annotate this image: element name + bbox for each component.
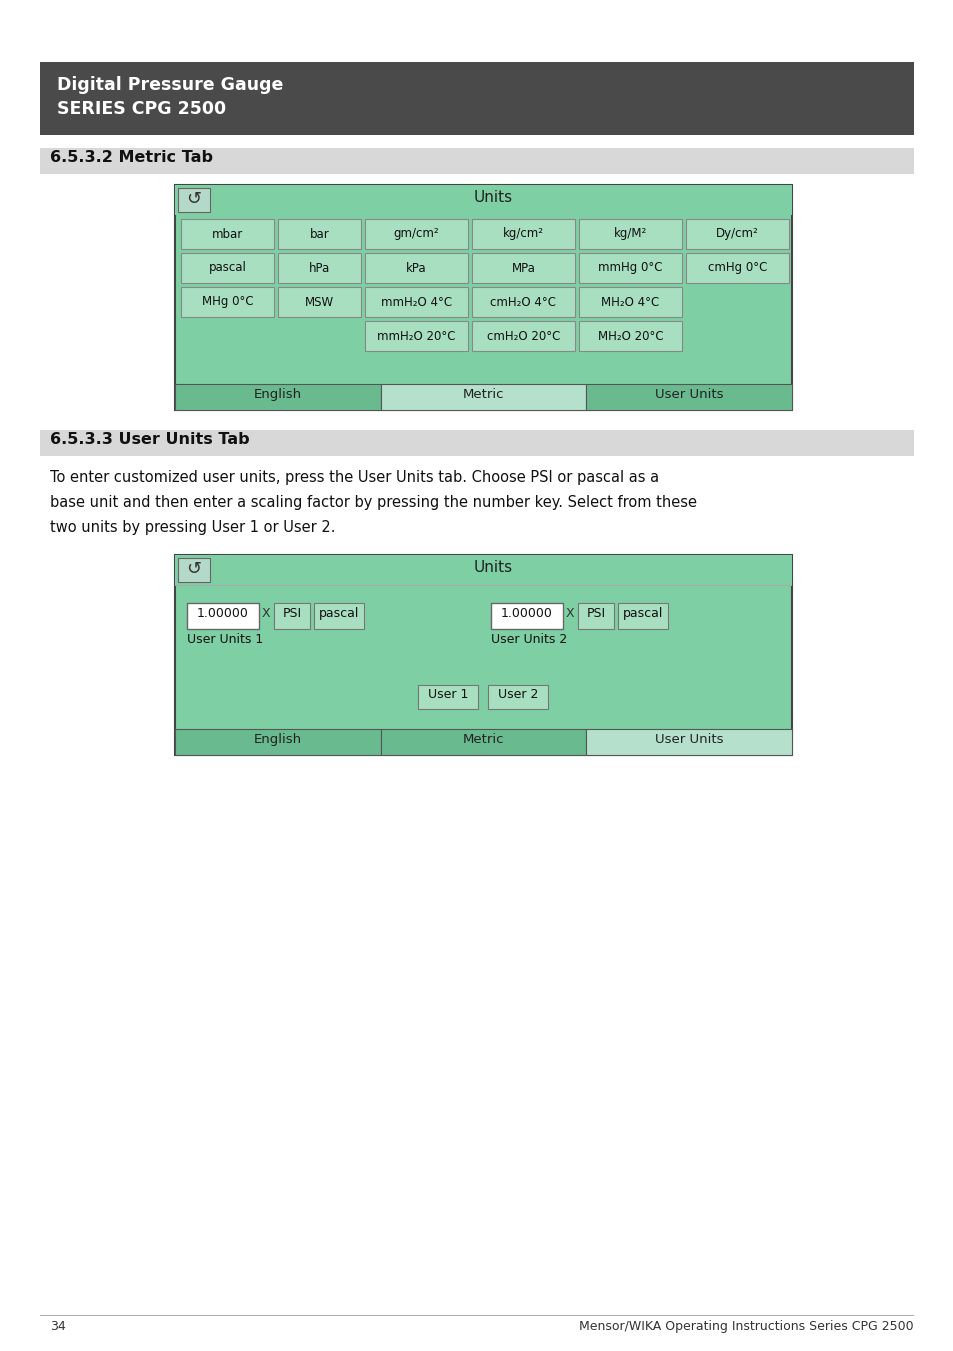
Bar [274, 603, 310, 630]
Text: MHg 0°C: MHg 0°C [201, 296, 253, 308]
Text: User Units 2: User Units 2 [491, 634, 567, 646]
Bar [578, 322, 681, 351]
Text: User 2: User 2 [497, 688, 538, 701]
Text: User Units: User Units [654, 734, 722, 746]
Bar [277, 253, 360, 282]
Bar [365, 253, 468, 282]
Text: 6.5.3.3 User Units Tab: 6.5.3.3 User Units Tab [50, 432, 250, 447]
Text: To enter customized user units, press the User Units tab. Choose PSI or pascal a: To enter customized user units, press th… [50, 470, 659, 485]
Text: User Units: User Units [654, 388, 722, 401]
Text: Metric: Metric [462, 388, 504, 401]
Text: X: X [261, 607, 270, 620]
Text: MPa: MPa [511, 262, 535, 274]
Text: Dy/cm²: Dy/cm² [716, 227, 758, 240]
Bar [365, 219, 468, 249]
Text: X: X [565, 607, 574, 620]
Bar [365, 322, 468, 351]
Bar [181, 253, 274, 282]
Bar [40, 62, 913, 135]
Text: pascal: pascal [318, 607, 359, 620]
Text: Metric: Metric [462, 734, 504, 746]
Text: MH₂O 4°C: MH₂O 4°C [600, 296, 659, 308]
Bar [365, 286, 468, 317]
Text: cmHg 0°C: cmHg 0°C [707, 262, 766, 274]
Bar [578, 219, 681, 249]
Bar [174, 730, 380, 755]
Bar [40, 149, 913, 174]
Text: English: English [253, 734, 301, 746]
Bar [277, 286, 360, 317]
Text: cmH₂O 4°C: cmH₂O 4°C [490, 296, 556, 308]
Bar [40, 430, 913, 457]
Text: bar: bar [310, 227, 329, 240]
Bar [174, 185, 791, 409]
Text: PSI: PSI [282, 607, 301, 620]
Text: kg/cm²: kg/cm² [502, 227, 543, 240]
Text: mmH₂O 4°C: mmH₂O 4°C [380, 296, 452, 308]
Bar [174, 555, 791, 755]
Text: mmH₂O 20°C: mmH₂O 20°C [376, 330, 456, 343]
Text: Mensor/WIKA Operating Instructions Series CPG 2500: Mensor/WIKA Operating Instructions Serie… [578, 1320, 913, 1333]
Text: pascal: pascal [622, 607, 662, 620]
Text: User 1: User 1 [428, 688, 468, 701]
Text: ↺: ↺ [186, 190, 201, 208]
Text: MSW: MSW [305, 296, 334, 308]
Bar [472, 219, 575, 249]
Text: 1.00000: 1.00000 [197, 607, 249, 620]
Text: mmHg 0°C: mmHg 0°C [598, 262, 662, 274]
Bar [578, 286, 681, 317]
Bar [178, 558, 210, 582]
Text: 6.5.3.2 Metric Tab: 6.5.3.2 Metric Tab [50, 150, 213, 165]
Bar [187, 603, 258, 630]
Text: pascal: pascal [209, 262, 246, 274]
Bar [586, 384, 791, 409]
Text: kPa: kPa [406, 262, 426, 274]
Text: User Units 1: User Units 1 [187, 634, 263, 646]
Bar [181, 286, 274, 317]
Text: Digital Pressure Gauge: Digital Pressure Gauge [57, 76, 283, 95]
Bar [618, 603, 667, 630]
Bar [174, 555, 791, 585]
Bar [488, 685, 548, 709]
Bar [418, 685, 478, 709]
Text: SERIES CPG 2500: SERIES CPG 2500 [57, 100, 226, 118]
Text: kg/M²: kg/M² [613, 227, 646, 240]
Text: MH₂O 20°C: MH₂O 20°C [598, 330, 662, 343]
Text: 1.00000: 1.00000 [500, 607, 553, 620]
Bar [685, 253, 788, 282]
Bar [174, 384, 380, 409]
Bar [472, 286, 575, 317]
Text: mbar: mbar [212, 227, 243, 240]
Text: Units: Units [473, 561, 512, 576]
Text: gm/cm²: gm/cm² [394, 227, 438, 240]
Bar [174, 185, 791, 215]
Text: English: English [253, 388, 301, 401]
Bar [586, 730, 791, 755]
Text: Units: Units [473, 190, 512, 205]
Bar [277, 219, 360, 249]
Bar [472, 322, 575, 351]
Text: base unit and then enter a scaling factor by pressing the number key. Select fro: base unit and then enter a scaling facto… [50, 494, 697, 509]
Text: ↺: ↺ [186, 561, 201, 578]
Text: cmH₂O 20°C: cmH₂O 20°C [486, 330, 559, 343]
Text: PSI: PSI [586, 607, 605, 620]
Bar [380, 384, 586, 409]
Text: 34: 34 [50, 1320, 66, 1333]
Bar [178, 188, 210, 212]
Bar [181, 219, 274, 249]
Bar [472, 253, 575, 282]
Bar [685, 219, 788, 249]
Bar [380, 730, 586, 755]
Text: two units by pressing User 1 or User 2.: two units by pressing User 1 or User 2. [50, 520, 335, 535]
Bar [578, 253, 681, 282]
Bar [578, 603, 614, 630]
Text: hPa: hPa [309, 262, 330, 274]
Bar [491, 603, 562, 630]
Bar [314, 603, 364, 630]
